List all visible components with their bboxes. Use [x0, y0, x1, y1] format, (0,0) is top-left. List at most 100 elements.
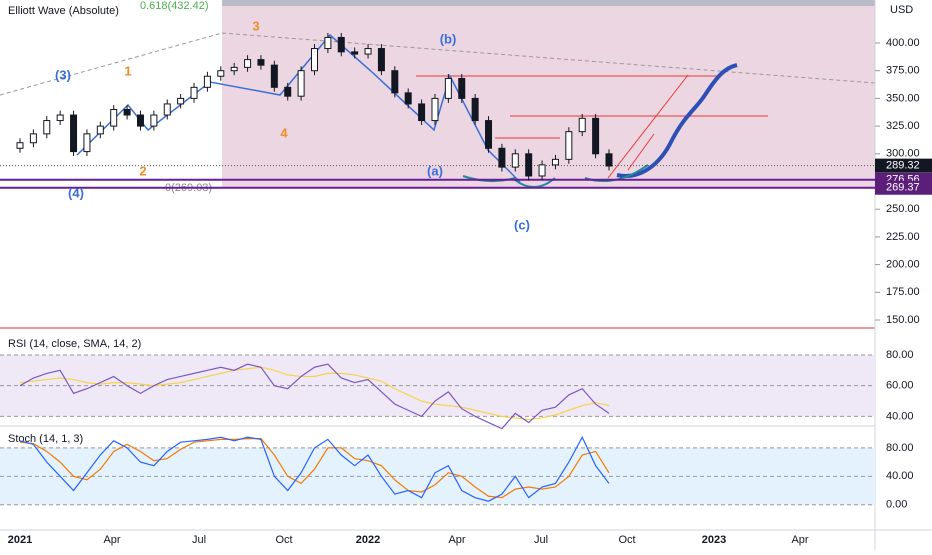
fib-zone — [222, 5, 875, 188]
price-tick-label: 350.00 — [886, 92, 920, 104]
price-tick-label: 225.00 — [886, 231, 920, 243]
fib-top-band — [222, 0, 875, 6]
forecast-path — [616, 63, 738, 178]
stoch-d-line — [19, 438, 610, 499]
candle-body — [96, 125, 104, 135]
candle-body — [324, 36, 332, 50]
price-tag — [875, 158, 932, 173]
time-tick-label: 2022 — [356, 534, 380, 546]
candle-body — [56, 114, 64, 122]
stoch-tick-label: 80.00 — [886, 442, 914, 454]
rsi-line — [19, 363, 610, 430]
rsi-tick-label: 40.00 — [886, 410, 914, 422]
rsi-tick-label: 80.00 — [886, 349, 914, 361]
projection — [607, 74, 689, 179]
wave-label: (b) — [440, 31, 457, 46]
candle-body — [431, 97, 439, 122]
time-tick-label: Oct — [275, 534, 292, 546]
candle-body — [83, 133, 91, 153]
rsi-sma-line — [19, 366, 610, 421]
rsi-tick-label: 60.00 — [886, 380, 914, 392]
candle-body — [592, 117, 600, 155]
candle-body — [16, 142, 24, 149]
fib-label: 0.618(432.42) — [140, 0, 209, 12]
price-tick-label: 200.00 — [886, 259, 920, 271]
price-tick-label: 375.00 — [886, 65, 920, 77]
candle-body — [498, 147, 506, 168]
candle-body — [284, 86, 292, 97]
candle-body — [377, 48, 385, 72]
time-tick-label: Apr — [791, 534, 808, 546]
candle-body — [458, 77, 466, 99]
candle-body — [270, 64, 278, 88]
candle-body — [70, 114, 78, 153]
stoch-tick-label: 40.00 — [886, 470, 914, 482]
candle-body — [297, 70, 305, 97]
price-tag — [875, 180, 932, 195]
time-tick-label: Oct — [618, 534, 635, 546]
candle-body — [511, 153, 519, 168]
indicator-title: Elliott Wave (Absolute) — [8, 5, 119, 17]
candle-body — [471, 97, 479, 122]
currency: USD — [890, 4, 913, 16]
price-tick-label: 150.00 — [886, 314, 920, 326]
stoch-tick-label: 0.00 — [886, 499, 907, 511]
candle-body — [123, 108, 131, 116]
price-tick-label: 175.00 — [886, 286, 920, 298]
candle-body — [538, 164, 546, 177]
stoch-k-line — [19, 435, 610, 502]
candle-body — [337, 36, 345, 53]
candle-body — [418, 103, 426, 122]
stoch-label: Stoch (14, 1, 3) — [8, 433, 83, 445]
candle-body — [217, 70, 225, 77]
candle-body — [43, 120, 51, 135]
wave-label: 4 — [280, 125, 288, 140]
candle-body — [605, 153, 613, 167]
candle-body — [578, 117, 586, 133]
candle-body — [391, 70, 399, 94]
time-tick-label: Apr — [448, 534, 465, 546]
candle-body — [565, 131, 573, 160]
time-tick-label: Jul — [192, 534, 206, 546]
price-tick-label: 325.00 — [886, 120, 920, 132]
candle-body — [257, 59, 265, 66]
candle-body — [150, 114, 158, 127]
candle-body — [244, 59, 252, 68]
wave-label: 3 — [252, 18, 259, 33]
trend-line — [0, 32, 223, 96]
candle-body — [364, 48, 372, 55]
candle-body — [551, 158, 559, 166]
time-tick-label: Apr — [103, 534, 120, 546]
candle-body — [351, 51, 359, 55]
wave-label: 1 — [124, 63, 131, 78]
candle-body — [404, 92, 412, 105]
wave-label: (a) — [427, 163, 443, 178]
candle-body — [163, 103, 171, 116]
candle-body — [444, 77, 452, 99]
candle-body — [203, 75, 211, 88]
price-tag-label: 269.37 — [886, 182, 920, 194]
price-tick-label: 300.00 — [886, 148, 920, 160]
candle-body — [110, 108, 118, 127]
candle-body — [190, 86, 198, 99]
wave-label: (4) — [68, 185, 84, 200]
time-tick-label: Jul — [534, 534, 548, 546]
candle-body — [311, 48, 318, 72]
candle-body — [230, 66, 238, 72]
price-tick-label: 400.00 — [886, 37, 920, 49]
wave-label: (c) — [514, 217, 530, 232]
rsi-label: RSI (14, close, SMA, 14, 2) — [8, 338, 141, 350]
price-tag-label: 289.32 — [886, 160, 920, 172]
candle-body — [29, 133, 37, 144]
price-tick-label: 250.00 — [886, 203, 920, 215]
candle-body — [485, 120, 493, 149]
projection — [627, 133, 655, 171]
wave-label: 2 — [139, 163, 146, 178]
wave-label: (3) — [55, 67, 71, 82]
candle-body — [177, 97, 185, 105]
candle-body — [525, 153, 533, 177]
time-tick-label: 2023 — [702, 534, 726, 546]
time-tick-label: 2021 — [8, 534, 32, 546]
candle-body — [136, 114, 144, 127]
